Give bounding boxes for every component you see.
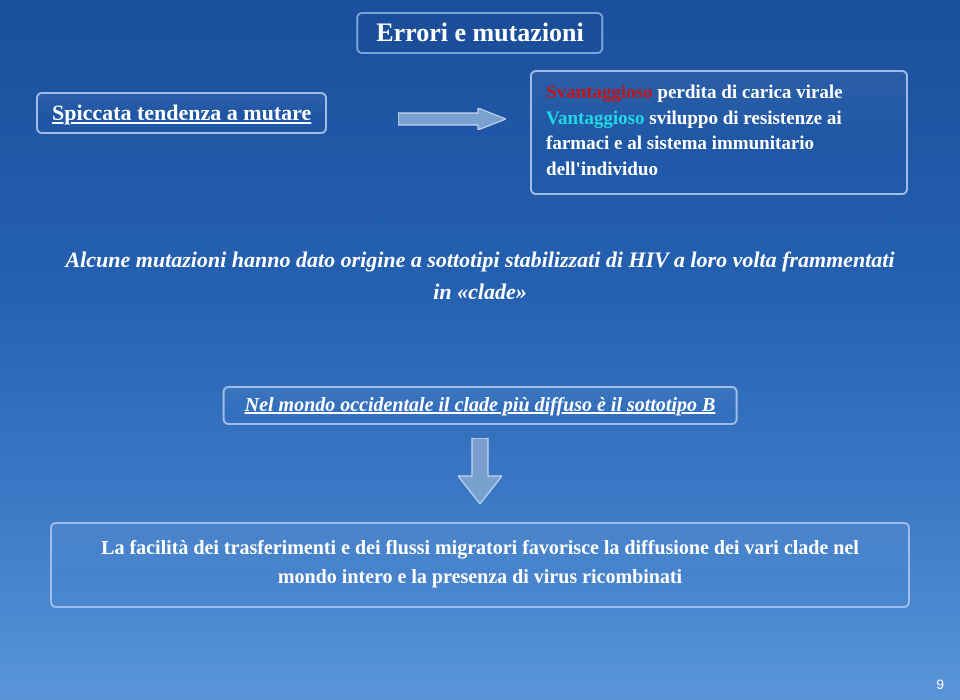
right-card: Svantaggioso perdita di carica virale Va… [530,70,908,195]
bottom-card: La facilità dei trasferimenti e dei flus… [50,522,910,608]
right-card-line2: Vantaggioso sviluppo di resistenze ai fa… [546,106,892,183]
arrow-right-icon [398,108,506,130]
bottom-card-text: La facilità dei trasferimenti e dei flus… [101,537,859,588]
vantaggioso-label: Vantaggioso [546,108,645,129]
middle-paragraph: Alcune mutazioni hanno dato origine a so… [0,244,960,308]
arrow-down-icon [458,438,502,504]
center-card-text: Nel mondo occidentale il clade più diffu… [245,394,716,416]
right-card-line1: Svantaggioso perdita di carica virale [546,80,892,106]
center-card: Nel mondo occidentale il clade più diffu… [223,386,738,425]
svantaggioso-rest: perdita di carica virale [653,82,843,103]
left-card: Spiccata tendenza a mutare [36,92,327,134]
slide: Errori e mutazioni Spiccata tendenza a m… [0,0,960,700]
left-card-text: Spiccata tendenza a mutare [52,100,311,125]
page-number: 9 [936,676,944,692]
title-box: Errori e mutazioni [356,12,603,54]
title-text: Errori e mutazioni [376,18,583,47]
svantaggioso-label: Svantaggioso [546,82,653,103]
